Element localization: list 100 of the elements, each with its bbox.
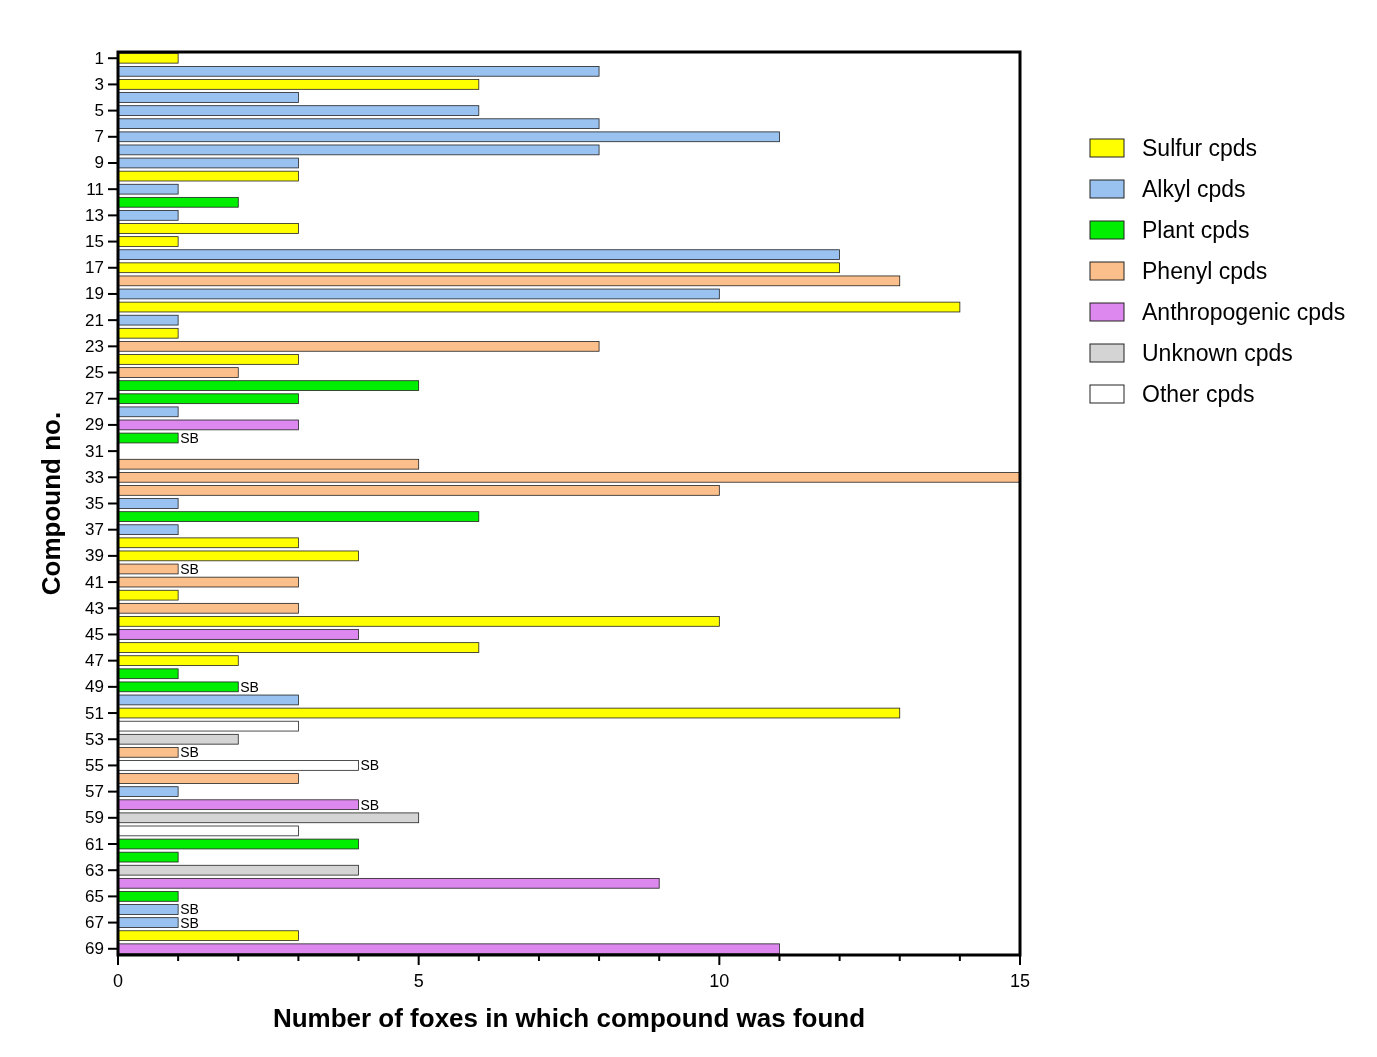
bar (117, 196, 239, 208)
y-tick-label: 33 (85, 467, 104, 487)
bar (117, 576, 299, 588)
bar (117, 66, 600, 77)
y-tick-label: 49 (85, 677, 104, 697)
bar (117, 720, 299, 732)
y-tick-label: 45 (85, 624, 104, 644)
bar (117, 79, 480, 90)
bar (117, 406, 179, 418)
bar (117, 799, 359, 811)
bar (117, 511, 480, 522)
bar (117, 472, 1021, 483)
bar (117, 668, 179, 680)
bar (117, 616, 720, 627)
bar (117, 210, 179, 221)
y-tick-label: 17 (85, 258, 104, 278)
bar (117, 92, 299, 103)
y-tick-label: 9 (94, 153, 104, 173)
y-tick-label: 3 (94, 74, 104, 94)
y-tick-label: 19 (85, 284, 104, 304)
y-tick-label: 15 (85, 232, 104, 252)
bar (117, 275, 901, 287)
bar (117, 930, 299, 941)
bar (117, 380, 420, 391)
y-tick-label: 21 (85, 310, 104, 330)
bar (117, 524, 179, 535)
bar (117, 262, 840, 274)
bar (117, 877, 660, 889)
bar (117, 52, 179, 64)
y-tick-label: 65 (85, 886, 104, 906)
bar (117, 419, 299, 431)
bar (117, 642, 480, 653)
bar (117, 589, 179, 601)
bar (117, 327, 179, 339)
y-tick-label: 55 (85, 755, 104, 775)
data-label: SB (360, 796, 380, 813)
bar (117, 629, 359, 640)
y-tick-label: 37 (85, 520, 104, 540)
bar (117, 917, 179, 928)
bar (117, 773, 299, 784)
legend-label: Plant cpds (1142, 217, 1250, 243)
y-tick-label: 11 (86, 179, 104, 199)
legend-label: Unknown cpds (1142, 340, 1293, 366)
data-label: SB (240, 678, 259, 695)
bar (117, 891, 179, 902)
y-tick-label: 25 (85, 363, 104, 383)
legend-label: Phenyl cpds (1142, 258, 1268, 284)
bar (117, 747, 179, 758)
bar (117, 105, 480, 116)
bar (117, 157, 299, 169)
legend-label: Anthropogenic cpds (1142, 299, 1346, 325)
bar (117, 864, 359, 876)
bar (117, 341, 600, 352)
y-tick-label: 59 (85, 808, 104, 828)
y-tick-label: 63 (85, 860, 104, 880)
bar (117, 354, 299, 365)
data-label: SB (360, 757, 380, 774)
y-tick-label: 61 (85, 834, 104, 854)
bar (117, 825, 299, 837)
bar (117, 851, 179, 863)
bar (117, 655, 239, 666)
legend-label: Sulfur cpds (1142, 135, 1258, 161)
bar (117, 131, 780, 143)
bar (117, 563, 179, 575)
y-tick-label: 47 (85, 651, 104, 671)
data-label: SB (180, 430, 199, 447)
y-tick-label: 7 (94, 127, 104, 147)
legend-label: Other cpds (1142, 381, 1255, 407)
y-tick-label: 53 (85, 729, 104, 749)
bar (117, 760, 359, 771)
y-tick-label: 57 (85, 782, 104, 802)
y-tick-label: 43 (85, 598, 104, 618)
bar (117, 838, 359, 850)
y-tick-label: 27 (85, 389, 104, 409)
bar (117, 550, 359, 562)
y-tick-label: 29 (85, 415, 104, 435)
bar (117, 432, 179, 444)
bar (117, 223, 299, 234)
bar (117, 183, 179, 195)
bar (117, 733, 239, 745)
data-label: SB (180, 744, 199, 761)
bar (117, 314, 179, 326)
bar (117, 943, 780, 955)
bar (117, 393, 299, 405)
y-tick-label: 23 (85, 336, 104, 356)
y-tick-label: 13 (85, 205, 104, 225)
bar (117, 786, 179, 797)
bar (117, 458, 420, 470)
y-tick-label: 1 (94, 48, 104, 68)
bar (117, 498, 179, 509)
y-axis-title: Compound no. (36, 411, 66, 596)
y-tick-label: 51 (85, 703, 104, 723)
bar (117, 485, 720, 496)
y-tick-label: 41 (85, 572, 104, 592)
data-label: SB (180, 560, 199, 577)
y-tick-label: 5 (94, 101, 104, 121)
x-tick-label: 0 (112, 971, 124, 991)
bar (117, 602, 299, 614)
x-tick-label: 10 (709, 971, 730, 991)
legend-label: Alkyl cpds (1142, 176, 1246, 202)
